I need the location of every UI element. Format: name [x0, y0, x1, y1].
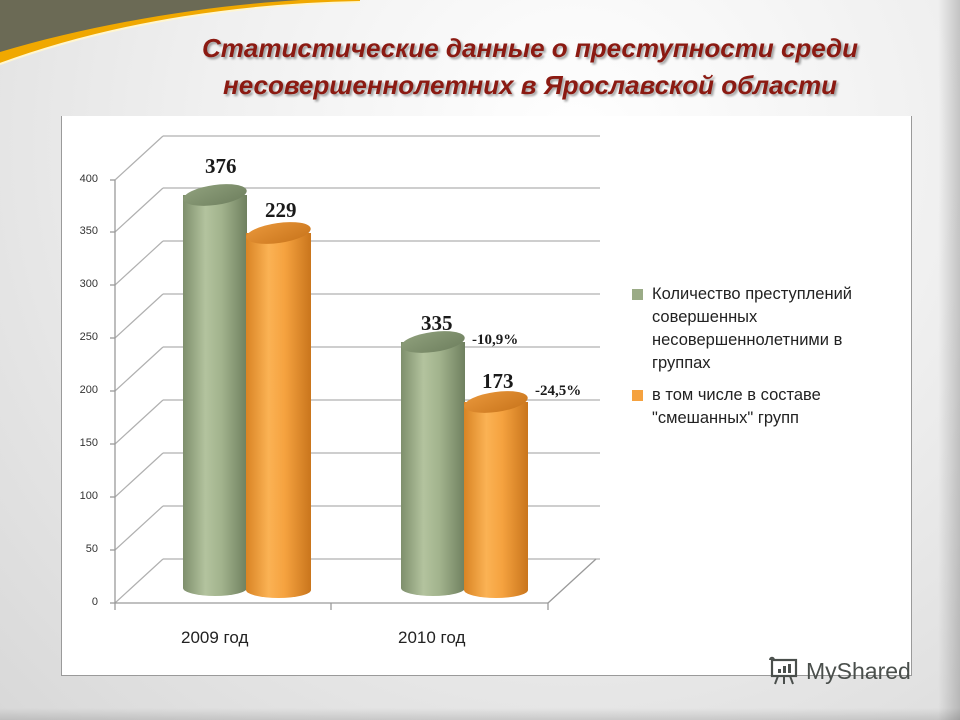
presentation-board-icon: [769, 656, 798, 685]
data-label-2009-series2: 229: [265, 198, 297, 222]
slide-bottom-shadow: [0, 708, 960, 720]
data-label-2010-series2: 173: [482, 369, 514, 393]
y-tick: 200: [79, 384, 98, 396]
change-label-2010-series2: -24,5%: [535, 383, 582, 399]
axes: [110, 179, 597, 610]
change-label-2010-series1: -10,9%: [472, 332, 519, 348]
data-label-2009-series1: 376: [205, 154, 237, 178]
title-line-2: несовершеннолетних в Ярославской области: [223, 70, 837, 100]
slide-title: Статистические данные о преступности сре…: [150, 30, 910, 104]
legend-swatch-orange: [632, 390, 643, 401]
legend-label: Количество преступлений совершенных несо…: [652, 285, 853, 372]
y-tick: 300: [79, 278, 98, 290]
x-label-2010: 2010 год: [398, 628, 466, 647]
bar-2010-series2: [464, 391, 528, 598]
y-tick: 400: [79, 173, 98, 185]
y-tick: 0: [91, 596, 98, 608]
legend-swatch-green: [632, 289, 643, 300]
legend-label: в том числе в составе "смешанных" групп: [652, 386, 821, 427]
watermark-text: MyShared: [806, 657, 911, 684]
y-tick: 350: [79, 225, 98, 237]
legend-item-series1: Количество преступлений совершенных несо…: [632, 283, 902, 375]
bar-2009-series1: [183, 184, 247, 596]
chart-legend: Количество преступлений совершенных несо…: [632, 283, 902, 439]
y-tick: 50: [85, 543, 98, 555]
y-tick: 150: [79, 437, 98, 449]
bar-2010-series1: [401, 331, 465, 596]
corner-swoosh-decoration: [0, 0, 360, 65]
title-line-1: Статистические данные о преступности сре…: [201, 33, 859, 63]
data-label-2010-series1: 335: [421, 311, 453, 335]
slide-edge-shadow: [938, 0, 960, 720]
legend-item-series2: в том числе в составе "смешанных" групп: [632, 384, 902, 430]
y-tick: 250: [79, 331, 98, 343]
x-label-2009: 2009 год: [181, 628, 249, 647]
bar-2009-series2: [246, 222, 311, 598]
y-tick: 100: [79, 490, 98, 502]
watermark: MyShared: [768, 656, 911, 686]
